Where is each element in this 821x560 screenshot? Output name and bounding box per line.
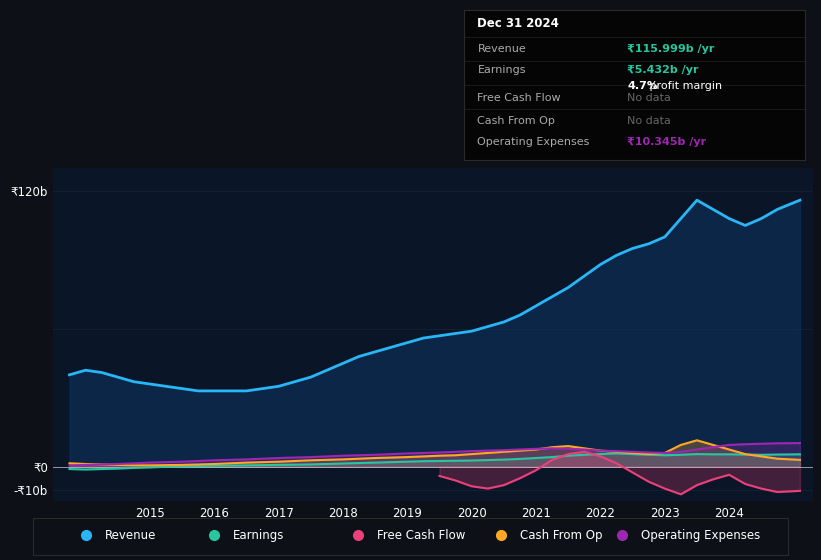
- Text: ₹10.345b /yr: ₹10.345b /yr: [627, 137, 707, 147]
- Text: Free Cash Flow: Free Cash Flow: [478, 93, 561, 103]
- Text: Operating Expenses: Operating Expenses: [641, 529, 760, 542]
- Text: Cash From Op: Cash From Op: [520, 529, 603, 542]
- Text: profit margin: profit margin: [646, 81, 722, 91]
- Bar: [33, 518, 788, 555]
- Text: Operating Expenses: Operating Expenses: [478, 137, 589, 147]
- Text: Free Cash Flow: Free Cash Flow: [377, 529, 465, 542]
- Text: No data: No data: [627, 93, 672, 103]
- Text: ₹115.999b /yr: ₹115.999b /yr: [627, 44, 715, 54]
- Text: Earnings: Earnings: [478, 64, 526, 74]
- Text: 4.7%: 4.7%: [627, 81, 658, 91]
- Text: Revenue: Revenue: [478, 44, 526, 54]
- Text: Earnings: Earnings: [233, 529, 284, 542]
- Text: ₹5.432b /yr: ₹5.432b /yr: [627, 64, 699, 74]
- Text: Revenue: Revenue: [104, 529, 156, 542]
- Text: Dec 31 2024: Dec 31 2024: [478, 17, 559, 30]
- Text: Cash From Op: Cash From Op: [478, 115, 555, 125]
- Text: No data: No data: [627, 115, 672, 125]
